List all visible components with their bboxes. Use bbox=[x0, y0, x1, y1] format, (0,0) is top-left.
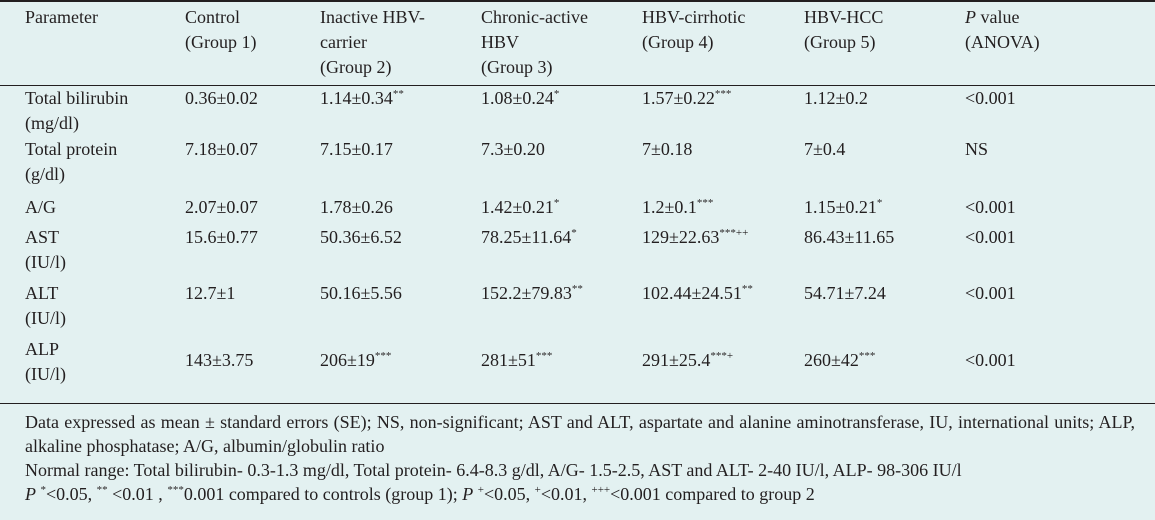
table-cell: 7±0.18 bbox=[642, 136, 804, 193]
pvalue-cell: <0.001 bbox=[965, 224, 1155, 280]
bottom-rule bbox=[0, 403, 1155, 404]
table-cell: 1.57±0.22*** bbox=[642, 80, 804, 136]
table-cell: 7.18±0.07 bbox=[160, 136, 320, 193]
table-row: ALP (IU/l) 143±3.75 206±19*** 281±51*** 2… bbox=[0, 336, 1155, 398]
table-row: Total bilirubin (mg/dl) 0.36±0.02 1.14±0.… bbox=[0, 80, 1155, 136]
footnote-normal-range: Normal range: Total bilirubin- 0.3-1.3 m… bbox=[25, 458, 1135, 482]
table-row: ALT (IU/l) 12.7±1 50.16±5.56 152.2±79.83*… bbox=[0, 280, 1155, 336]
table-row: AST (IU/l) 15.6±0.77 50.36±6.52 78.25±11.… bbox=[0, 224, 1155, 280]
table-cell: 1.12±0.2 bbox=[804, 80, 965, 136]
table-header-row: Parameter Control (Group 1) Inactive HBV-… bbox=[0, 0, 1155, 80]
table-cell: 1.15±0.21* bbox=[804, 193, 965, 224]
table-cell: 86.43±11.65 bbox=[804, 224, 965, 280]
table-cell: 50.36±6.52 bbox=[320, 224, 481, 280]
row-label: Total bilirubin (mg/dl) bbox=[0, 80, 160, 136]
table-cell: 7±0.4 bbox=[804, 136, 965, 193]
pvalue-cell: <0.001 bbox=[965, 336, 1155, 398]
row-label: AST (IU/l) bbox=[0, 224, 160, 280]
table-cell: 1.08±0.24* bbox=[481, 80, 642, 136]
table-cell: 206±19*** bbox=[320, 336, 481, 398]
table-row: Total protein (g/dl) 7.18±0.07 7.15±0.17 … bbox=[0, 136, 1155, 193]
table-cell: 15.6±0.77 bbox=[160, 224, 320, 280]
table-footnotes: Data expressed as mean ± standard errors… bbox=[25, 410, 1135, 506]
row-label: Total protein (g/dl) bbox=[0, 136, 160, 193]
pvalue-cell: <0.001 bbox=[965, 80, 1155, 136]
table-cell: 152.2±79.83** bbox=[481, 280, 642, 336]
pvalue-cell: <0.001 bbox=[965, 280, 1155, 336]
table-cell: 260±42*** bbox=[804, 336, 965, 398]
table-cell: 50.16±5.56 bbox=[320, 280, 481, 336]
header-group-4: HBV-cirrhotic (Group 4) bbox=[642, 0, 804, 80]
pvalue-cell: NS bbox=[965, 136, 1155, 193]
table-row: A/G 2.07±0.07 1.78±0.26 1.42±0.21* 1.2±0… bbox=[0, 193, 1155, 224]
row-label: ALT (IU/l) bbox=[0, 280, 160, 336]
header-pvalue: P value (ANOVA) bbox=[965, 0, 1155, 80]
table-cell: 78.25±11.64* bbox=[481, 224, 642, 280]
header-group-2: Inactive HBV-carrier (Group 2) bbox=[320, 0, 481, 80]
row-label: ALP (IU/l) bbox=[0, 336, 160, 398]
table-cell: 1.78±0.26 bbox=[320, 193, 481, 224]
table-cell: 102.44±24.51** bbox=[642, 280, 804, 336]
table-cell: 129±22.63***++ bbox=[642, 224, 804, 280]
row-label: A/G bbox=[0, 193, 160, 224]
table-cell: 12.7±1 bbox=[160, 280, 320, 336]
table-cell: 7.15±0.17 bbox=[320, 136, 481, 193]
table-cell: 143±3.75 bbox=[160, 336, 320, 398]
table-cell: 1.2±0.1*** bbox=[642, 193, 804, 224]
footnote-significance: P *<0.05, ** <0.01 , ***0.001 compared t… bbox=[25, 482, 1135, 506]
header-parameter: Parameter bbox=[0, 0, 160, 80]
table-cell: 54.71±7.24 bbox=[804, 280, 965, 336]
table-cell: 2.07±0.07 bbox=[160, 193, 320, 224]
header-group-1: Control (Group 1) bbox=[160, 0, 320, 80]
footnote-abbreviations: Data expressed as mean ± standard errors… bbox=[25, 410, 1135, 458]
results-table: Parameter Control (Group 1) Inactive HBV-… bbox=[0, 0, 1155, 398]
pvalue-cell: <0.001 bbox=[965, 193, 1155, 224]
table-cell: 1.42±0.21* bbox=[481, 193, 642, 224]
table-cell: 7.3±0.20 bbox=[481, 136, 642, 193]
table-cell: 291±25.4***+ bbox=[642, 336, 804, 398]
table-cell: 0.36±0.02 bbox=[160, 80, 320, 136]
table-cell: 1.14±0.34** bbox=[320, 80, 481, 136]
header-group-3: Chronic-active HBV (Group 3) bbox=[481, 0, 642, 80]
table-cell: 281±51*** bbox=[481, 336, 642, 398]
header-group-5: HBV-HCC (Group 5) bbox=[804, 0, 965, 80]
